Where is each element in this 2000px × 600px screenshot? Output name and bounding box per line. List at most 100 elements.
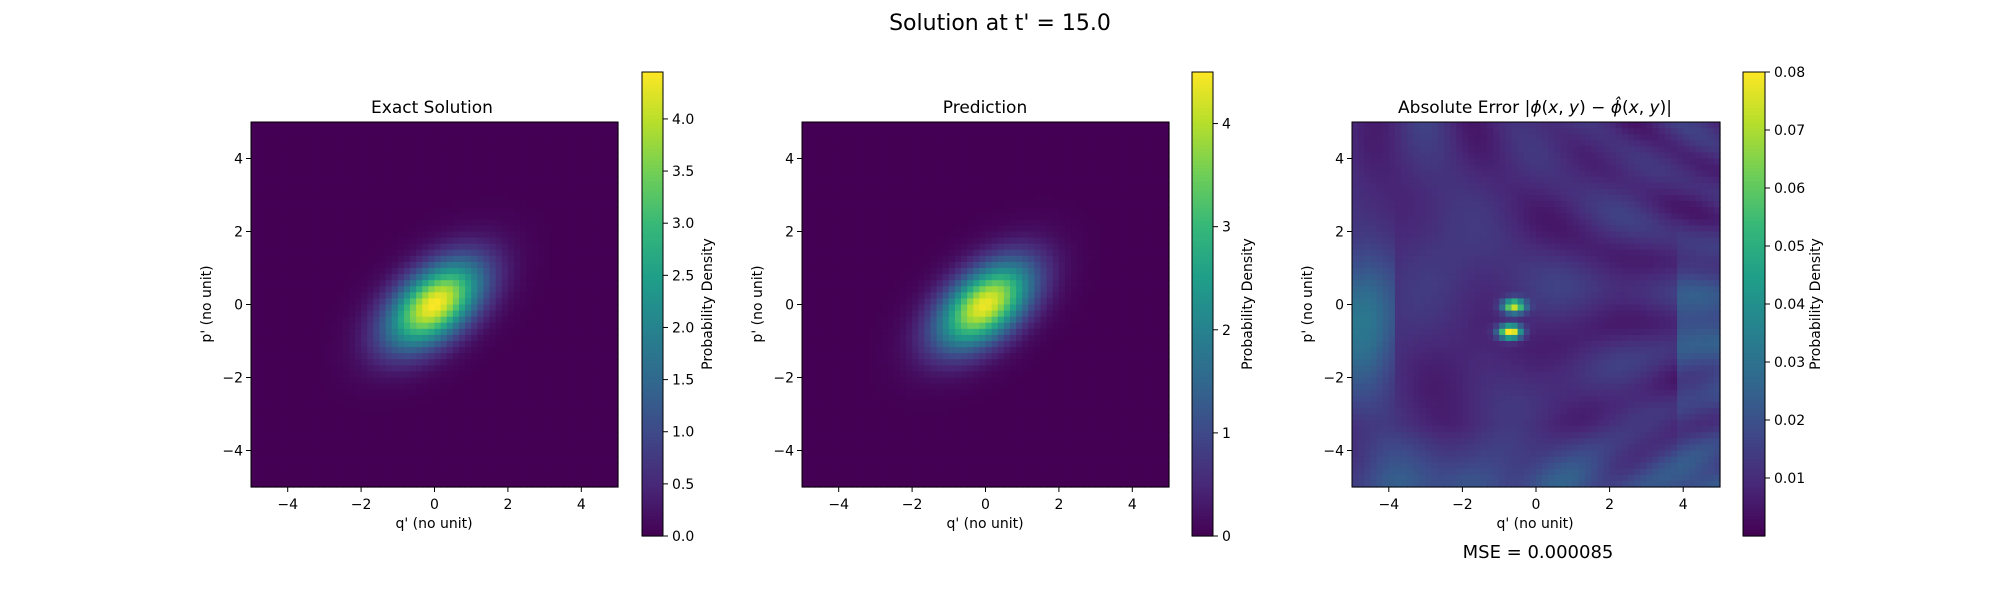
heatmap-cell	[997, 152, 1005, 160]
heatmap-cell	[471, 328, 478, 336]
heatmap-cell	[1120, 219, 1127, 227]
heatmap-cell	[893, 213, 901, 220]
heatmap-cell	[287, 231, 295, 239]
heatmap-cell	[391, 176, 399, 184]
heatmap-cell	[881, 231, 889, 239]
heatmap-cell	[611, 249, 619, 257]
heatmap-cell	[342, 420, 350, 427]
heatmap-cell	[526, 128, 533, 135]
heatmap-cell	[991, 170, 999, 178]
heatmap-cell	[820, 188, 828, 196]
heatmap-cell	[1016, 122, 1023, 129]
heatmap-cell	[379, 249, 387, 257]
heatmap-cell	[452, 158, 460, 166]
heatmap-cell	[967, 152, 974, 160]
heatmap-cell	[257, 389, 264, 397]
heatmap-cell	[452, 213, 460, 220]
heatmap-cell	[458, 438, 466, 446]
heatmap-cell	[397, 237, 405, 245]
heatmap-cell	[1120, 195, 1127, 202]
heatmap-cell	[1089, 182, 1097, 190]
heatmap-cell	[391, 261, 399, 269]
heatmap-cell	[269, 414, 277, 421]
heatmap-cell	[410, 310, 417, 318]
heatmap-cell	[562, 231, 570, 239]
heatmap-cell	[306, 249, 313, 257]
heatmap-cell	[269, 122, 277, 129]
heatmap-cell	[348, 420, 356, 427]
heatmap-cell	[257, 158, 264, 166]
heatmap-cell	[299, 407, 307, 415]
heatmap-cell	[881, 164, 889, 172]
heatmap-cell	[373, 268, 381, 275]
heatmap-cell	[257, 359, 264, 366]
heatmap-cell	[544, 322, 552, 330]
heatmap-cell	[342, 328, 350, 336]
heatmap-cell	[336, 140, 344, 147]
heatmap-cell	[593, 286, 601, 293]
heatmap-cell	[605, 243, 613, 251]
heatmap-cell	[354, 152, 362, 160]
heatmap-cell	[979, 164, 987, 172]
heatmap-cell	[850, 219, 858, 227]
heatmap-cell	[489, 304, 497, 312]
heatmap-cell	[391, 152, 399, 160]
heatmap-cell	[458, 140, 466, 147]
heatmap-cell	[838, 170, 846, 178]
heatmap-cell	[501, 426, 509, 433]
heatmap-cell	[293, 140, 301, 147]
colorbar-segment	[642, 257, 663, 262]
x-axis-label: q' (no unit)	[395, 516, 472, 532]
heatmap-cell	[452, 450, 460, 458]
heatmap-cell	[471, 268, 478, 275]
heatmap-cell	[611, 146, 619, 154]
heatmap-cell	[1126, 164, 1133, 172]
heatmap-cell	[544, 298, 552, 306]
heatmap-cell	[526, 249, 533, 257]
heatmap-cell	[379, 182, 387, 190]
heatmap-cell	[936, 134, 944, 141]
heatmap-cell	[550, 152, 558, 160]
heatmap-cell	[489, 310, 497, 318]
heatmap-cell	[299, 292, 307, 300]
heatmap-cell	[269, 231, 277, 239]
heatmap-cell	[495, 407, 503, 415]
heatmap-cell	[1132, 201, 1140, 208]
heatmap-cell	[465, 201, 472, 208]
heatmap-cell	[979, 170, 987, 178]
heatmap-cell	[299, 450, 307, 458]
heatmap-cell	[477, 401, 485, 409]
heatmap-cell	[538, 438, 546, 446]
heatmap-cell	[826, 122, 834, 129]
heatmap-cell	[1016, 128, 1023, 135]
heatmap-cell	[434, 261, 442, 269]
heatmap-cell	[422, 274, 429, 281]
heatmap-cell	[985, 225, 993, 233]
heatmap-cell	[367, 310, 374, 318]
heatmap-cell	[1132, 207, 1140, 214]
heatmap-cell	[452, 426, 460, 433]
heatmap-cell	[599, 128, 607, 135]
heatmap-cell	[587, 207, 595, 214]
heatmap-cell	[1156, 134, 1164, 141]
heatmap-cell	[422, 444, 429, 452]
heatmap-cell	[507, 444, 515, 452]
heatmap-cell	[587, 334, 595, 342]
colorbar-segment	[642, 443, 663, 448]
heatmap-cell	[820, 195, 828, 202]
heatmap-cell	[899, 146, 907, 154]
heatmap-cell	[403, 395, 411, 403]
heatmap-cell	[287, 444, 295, 452]
heatmap-cell	[556, 249, 564, 257]
heatmap-cell	[1126, 140, 1133, 147]
heatmap-cell	[550, 213, 558, 220]
heatmap-cell	[820, 213, 828, 220]
heatmap-cell	[483, 365, 491, 373]
heatmap-cell	[569, 322, 576, 330]
heatmap-cell	[562, 353, 570, 360]
heatmap-cell	[532, 462, 540, 470]
heatmap-cell	[593, 401, 601, 409]
heatmap-cell	[391, 219, 399, 227]
heatmap-cell	[281, 414, 289, 421]
heatmap-cell	[887, 182, 895, 190]
